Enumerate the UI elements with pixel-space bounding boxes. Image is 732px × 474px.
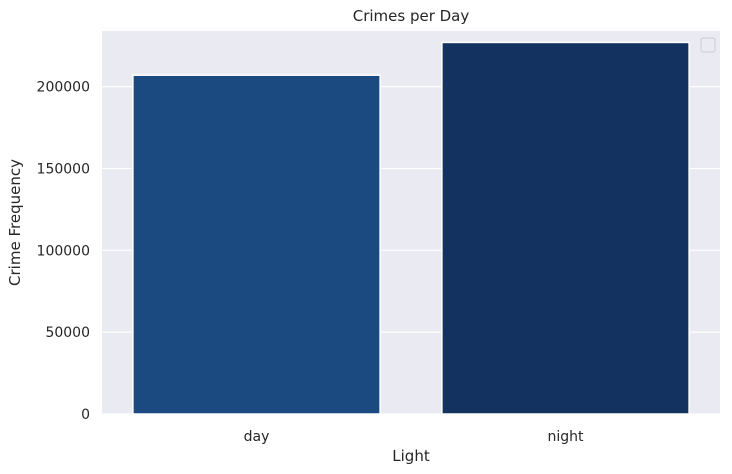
x-tick-label: night bbox=[547, 429, 584, 445]
bar-night bbox=[441, 41, 690, 415]
x-tick-label: day bbox=[244, 429, 270, 445]
bar-day bbox=[132, 74, 381, 415]
y-tick-label: 50000 bbox=[45, 325, 90, 341]
x-tick-labels: day night bbox=[244, 429, 584, 445]
y-tick-label: 0 bbox=[81, 407, 90, 423]
y-tick-label: 100000 bbox=[37, 243, 90, 259]
chart-title: Crimes per Day bbox=[353, 7, 470, 25]
y-tick-labels: 0 50000 100000 150000 200000 bbox=[37, 80, 90, 423]
y-tick-label: 200000 bbox=[37, 80, 90, 96]
bars bbox=[132, 41, 690, 415]
y-tick-label: 150000 bbox=[37, 161, 90, 177]
legend-box bbox=[700, 37, 716, 53]
y-axis-label: Crime Frequency bbox=[6, 159, 24, 286]
x-axis-label: Light bbox=[392, 447, 430, 465]
